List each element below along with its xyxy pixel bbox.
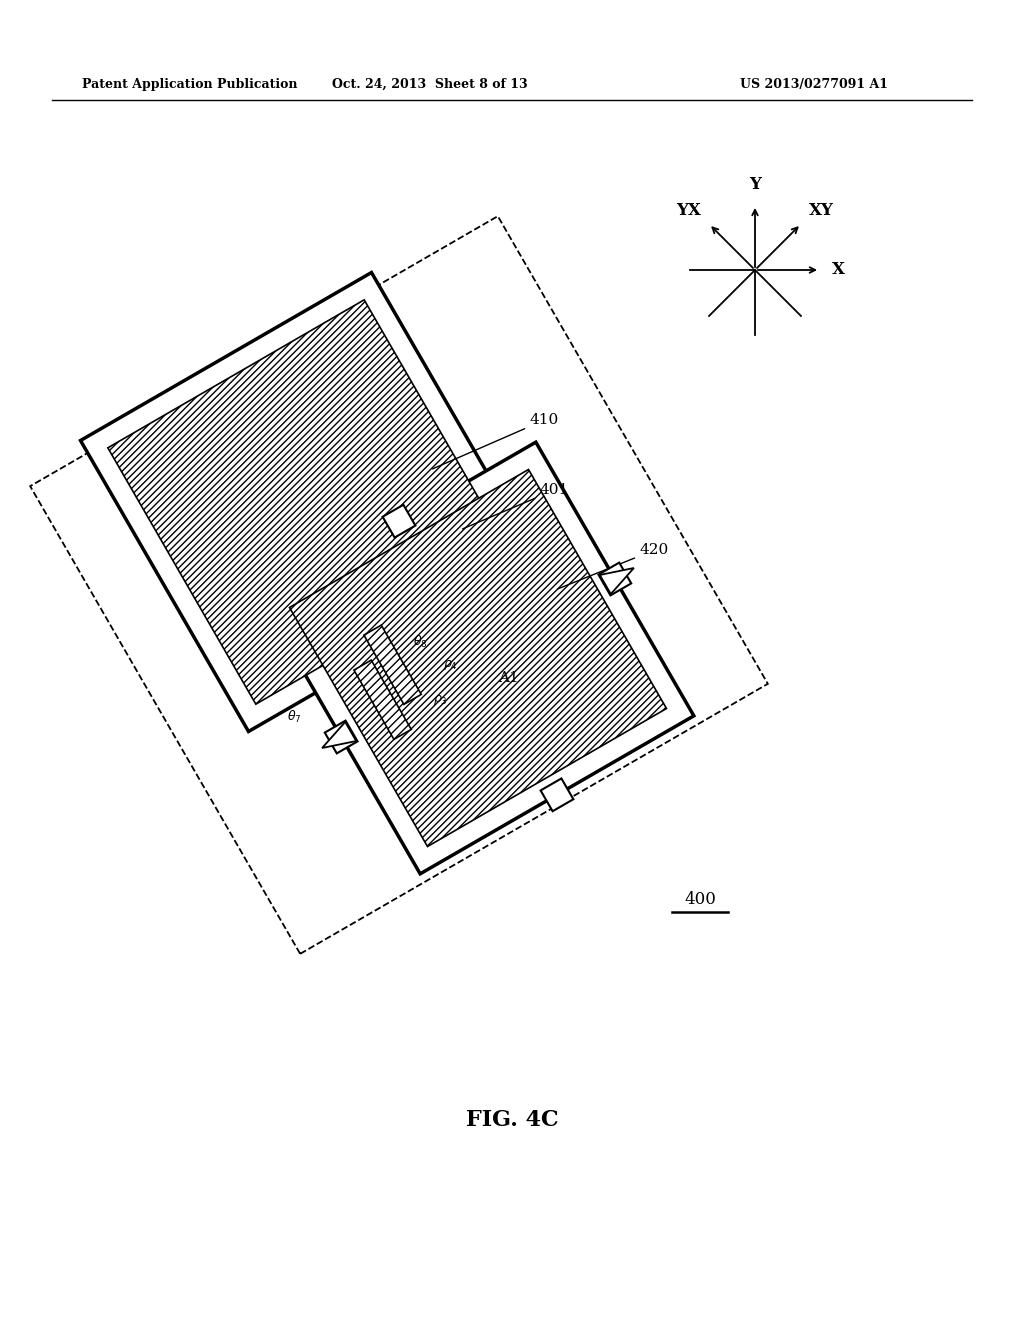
Polygon shape	[108, 300, 512, 704]
Polygon shape	[541, 779, 573, 812]
Text: 400: 400	[684, 891, 716, 908]
Polygon shape	[354, 660, 412, 739]
Text: YX: YX	[676, 202, 701, 219]
Polygon shape	[262, 442, 694, 874]
Polygon shape	[600, 568, 634, 594]
Polygon shape	[598, 562, 631, 595]
Text: $\rho_4$: $\rho_4$	[442, 657, 458, 672]
Text: FIG. 4C: FIG. 4C	[466, 1109, 558, 1131]
Polygon shape	[325, 721, 357, 754]
Text: A1: A1	[498, 671, 518, 685]
Text: Patent Application Publication: Patent Application Publication	[82, 78, 298, 91]
Polygon shape	[364, 626, 421, 705]
Text: 401: 401	[463, 483, 569, 529]
Polygon shape	[81, 272, 540, 731]
Text: $\rho_3$: $\rho_3$	[432, 693, 447, 706]
Text: XY: XY	[809, 202, 834, 219]
Text: US 2013/0277091 A1: US 2013/0277091 A1	[740, 78, 888, 91]
Text: X: X	[831, 261, 845, 279]
Text: $\theta_8$: $\theta_8$	[413, 634, 427, 651]
Text: Oct. 24, 2013  Sheet 8 of 13: Oct. 24, 2013 Sheet 8 of 13	[332, 78, 527, 91]
Text: 420: 420	[558, 543, 670, 589]
Polygon shape	[383, 504, 416, 537]
Text: Y: Y	[750, 176, 761, 193]
Polygon shape	[323, 722, 356, 748]
Text: 410: 410	[432, 413, 559, 469]
Text: $\theta_7$: $\theta_7$	[287, 709, 301, 725]
Polygon shape	[290, 470, 667, 846]
